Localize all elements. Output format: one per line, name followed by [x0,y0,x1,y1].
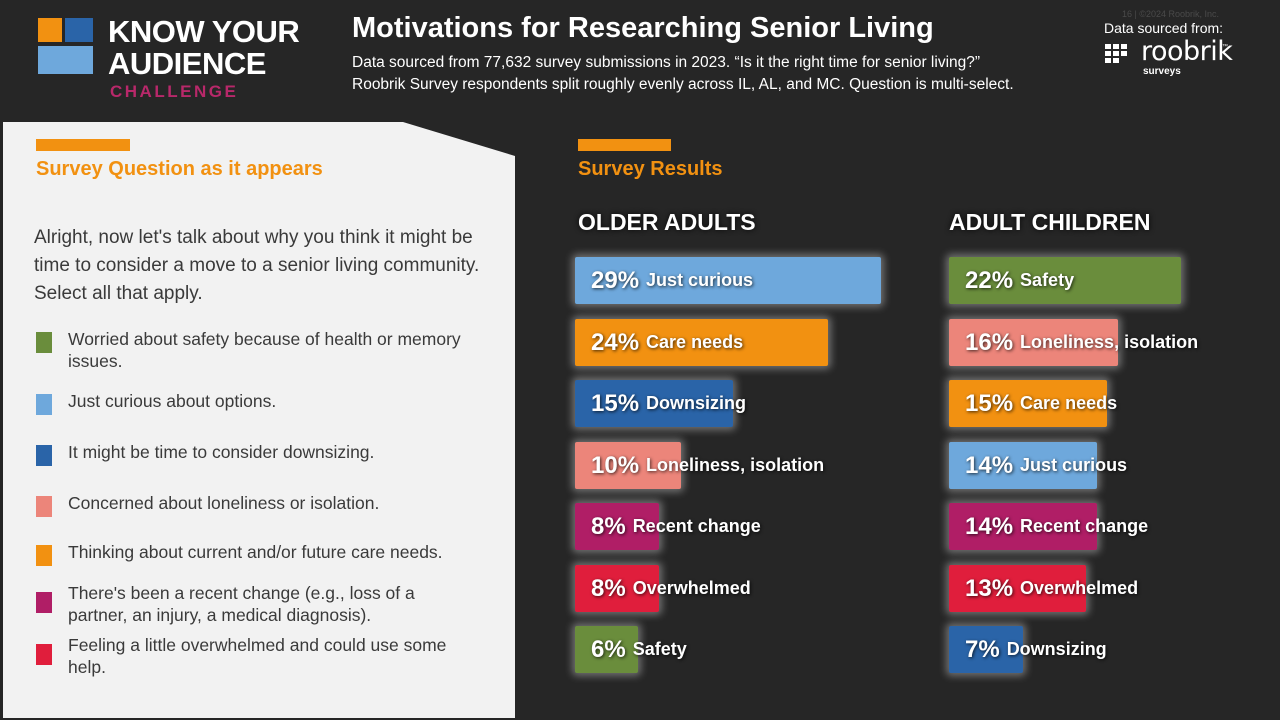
bar-category-label: Recent change [632,516,761,536]
bar-value-label: 14% [965,451,1014,479]
logo-line-1: KNOW YOUR [108,14,300,49]
bar-value-label: 15% [965,389,1014,417]
bar-label: 15% Downsizing [591,380,746,427]
subtitle-line-1: Data sourced from 77,632 survey submissi… [352,54,981,71]
bar-label: 14% Just curious [965,442,1127,489]
subtitle-line-2: Roobrik Survey respondents split roughly… [352,76,1014,93]
answer-color-swatch [36,445,52,466]
results-accent-bar [578,139,671,151]
bar-label: 8% Overwhelmed [591,565,751,612]
page-subtitle: Data sourced from 77,632 survey submissi… [352,52,1014,96]
bar [575,503,659,550]
bar-value-label: 8% [591,512,626,540]
logo-subtitle: CHALLENGE [110,82,239,101]
answer-color-swatch [36,644,52,665]
answer-color-swatch [36,394,52,415]
bar-category-label: Loneliness, isolation [1020,332,1199,352]
bar [949,319,1118,366]
roobrik-wordmark: roobrik [1141,36,1233,67]
bar-category-label: Downsizing [646,393,747,413]
answer-option-text: Just curious about options. [68,391,277,411]
bar-value-label: 8% [591,574,626,602]
answer-color-swatch [36,496,52,517]
source-label: Data sourced from: [1104,20,1224,36]
bar-label: 14% Recent change [965,503,1148,550]
bar-label: 8% Recent change [591,503,761,550]
bar-value-label: 29% [591,266,640,294]
bar [575,442,681,489]
bar-category-label: Safety [1020,270,1075,290]
answer-color-swatch [36,592,52,613]
bar-category-label: Loneliness, isolation [646,455,825,475]
answer-option-text: There's been a recent change (e.g., loss… [68,583,415,625]
answer-option-text: Worried about safety because of health o… [68,329,461,371]
bar [575,380,733,427]
page-title: Motivations for Researching Senior Livin… [352,12,934,44]
page-number-copyright: 16 | ©2024 Roobrik, Inc. [1122,9,1220,19]
bar [575,319,828,366]
bar-label: 29% Just curious [591,257,753,304]
roobrik-grid-icon [1105,44,1127,64]
logo-line-2: AUDIENCE [108,46,266,81]
bar [949,257,1181,304]
bar-value-label: 16% [965,328,1014,356]
bar-category-label: Overwhelmed [1020,578,1139,598]
bar-value-label: 15% [591,389,640,417]
logo-square-orange [38,18,62,42]
answer-color-swatch [36,332,52,353]
bar-value-label: 7% [965,635,1000,663]
answer-option-text: Concerned about loneliness or isolation. [68,493,380,513]
bar-value-label: 6% [591,635,626,663]
bar-label: 10% Loneliness, isolation [591,442,824,489]
logo-square-blue [65,18,93,42]
bar-label: 13% Overwhelmed [965,565,1138,612]
answer-option-text: Thinking about current and/or future car… [68,542,443,562]
answer-option-text: It might be time to consider downsizing. [68,442,375,462]
bar-value-label: 13% [965,574,1014,602]
logo-title: KNOW YOUR AUDIENCE [108,14,300,81]
roobrik-logo: roobrik ™ surveys [1105,36,1245,82]
bar [575,626,638,673]
bar-label: 22% Safety [965,257,1074,304]
bar-category-label: Care needs [1020,393,1118,413]
answer-color-swatch [36,545,52,566]
bar [949,503,1097,550]
survey-question-text: Alright, now let's talk about why you th… [34,227,480,304]
roobrik-surveys-label: surveys [1143,66,1181,77]
question-heading: Survey Question as it appears [36,158,323,180]
question-panel [3,122,515,718]
bar-value-label: 14% [965,512,1014,540]
bar-value-label: 22% [965,266,1014,294]
bar-category-label: Just curious [1020,455,1128,475]
challenge-logo: KNOW YOUR AUDIENCE CHALLENGE [38,14,318,108]
bar-label: 24% Care needs [591,319,743,366]
bar-label: 15% Care needs [965,380,1117,427]
logo-square-light-blue [38,46,93,74]
bar [575,257,881,304]
bar [949,565,1086,612]
answer-option-text: Feeling a little overwhelmed and could u… [68,635,447,677]
bar-label: 16% Loneliness, isolation [965,319,1198,366]
bar-category-label: Safety [632,639,687,659]
bar-label: 7% Downsizing [965,626,1107,673]
bar [949,626,1023,673]
bar-value-label: 24% [591,328,640,356]
roobrik-trademark: ™ [1222,44,1228,50]
chart-title-adult-children: ADULT CHILDREN [949,209,1151,235]
bar [575,565,659,612]
bar-value-label: 10% [591,451,640,479]
bar-label: 6% Safety [591,626,687,673]
bar-category-label: Recent change [1020,516,1149,536]
question-accent-bar [36,139,130,151]
chart-title-older-adults: OLDER ADULTS [578,209,756,235]
results-heading: Survey Results [578,158,723,180]
bar-category-label: Overwhelmed [632,578,751,598]
bar-category-label: Downsizing [1006,639,1107,659]
bar [949,380,1107,427]
bar-category-label: Care needs [646,332,744,352]
bar-category-label: Just curious [646,270,754,290]
bar [949,442,1097,489]
